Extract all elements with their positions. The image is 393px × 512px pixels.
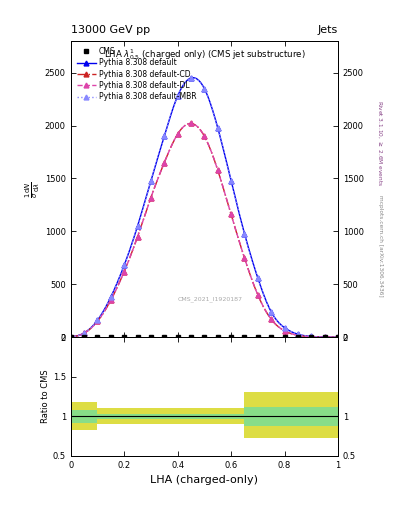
Text: LHA $\lambda^{1}_{0.5}$ (charged only) (CMS jet substructure): LHA $\lambda^{1}_{0.5}$ (charged only) (… xyxy=(104,47,305,62)
Text: mcplots.cern.ch [arXiv:1306.3436]: mcplots.cern.ch [arXiv:1306.3436] xyxy=(378,195,383,296)
Text: CMS_2021_I1920187: CMS_2021_I1920187 xyxy=(177,296,242,302)
Y-axis label: $\frac{1}{\sigma}\frac{\mathrm{d}N}{\mathrm{d}\lambda}$: $\frac{1}{\sigma}\frac{\mathrm{d}N}{\mat… xyxy=(24,181,42,198)
Text: 13000 GeV pp: 13000 GeV pp xyxy=(71,25,150,35)
Text: Jets: Jets xyxy=(318,25,338,35)
Legend: CMS, Pythia 8.308 default, Pythia 8.308 default-CD, Pythia 8.308 default-DL, Pyt: CMS, Pythia 8.308 default, Pythia 8.308 … xyxy=(75,45,199,103)
Text: Rivet 3.1.10, $\geq$ 2.6M events: Rivet 3.1.10, $\geq$ 2.6M events xyxy=(376,100,383,186)
Y-axis label: Ratio to CMS: Ratio to CMS xyxy=(41,370,50,423)
X-axis label: LHA (charged-only): LHA (charged-only) xyxy=(151,475,258,485)
